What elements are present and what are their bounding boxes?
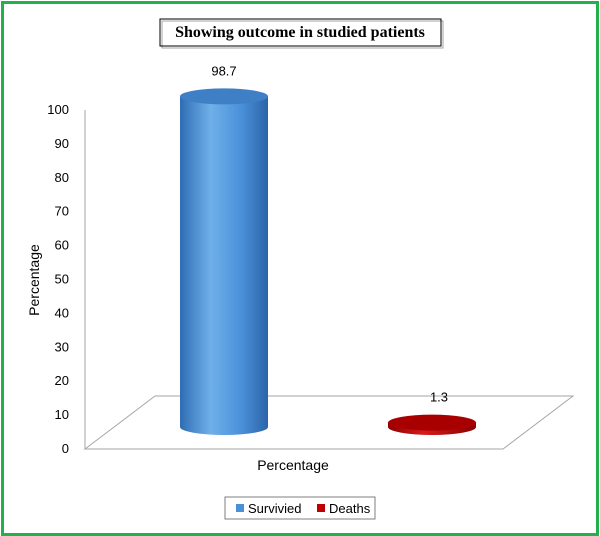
chart-title-box xyxy=(159,18,442,47)
y-tick-label: 0 xyxy=(62,441,69,456)
chart-floor xyxy=(83,395,575,450)
y-tick-label: 30 xyxy=(55,339,69,354)
bar-top-deaths xyxy=(388,414,476,431)
chart-title-shadow xyxy=(161,20,444,49)
legend-label-survivied: Survivied xyxy=(248,501,301,516)
bar-top-survivied xyxy=(180,88,268,105)
legend-swatch-survivied xyxy=(236,504,244,512)
y-tick-labels: 0 10 20 30 40 50 60 70 80 90 100 xyxy=(47,102,69,456)
data-label-deaths: 1.3 xyxy=(430,390,448,405)
y-tick-label: 80 xyxy=(55,170,69,185)
chart-title: Showing outcome in studied patients xyxy=(175,24,425,41)
y-tick-label: 90 xyxy=(55,136,69,151)
x-axis-label: Percentage xyxy=(257,457,329,473)
data-label-survivied: 98.7 xyxy=(211,63,236,78)
y-tick-label: 20 xyxy=(55,373,69,388)
y-tick-label: 60 xyxy=(55,238,69,253)
y-axis-label: Percentage xyxy=(26,244,42,316)
y-tick-label: 10 xyxy=(55,407,69,422)
legend-label-deaths: Deaths xyxy=(329,501,371,516)
y-tick-label: 50 xyxy=(55,272,69,287)
y-tick-label: 70 xyxy=(55,204,69,219)
legend-box xyxy=(224,496,376,520)
y-tick-label: 40 xyxy=(55,305,69,320)
legend-swatch-deaths xyxy=(317,504,325,512)
bar-survivied xyxy=(180,96,268,435)
y-tick-label: 100 xyxy=(47,102,69,117)
bars-group: 98.7 1.3 xyxy=(180,63,476,435)
